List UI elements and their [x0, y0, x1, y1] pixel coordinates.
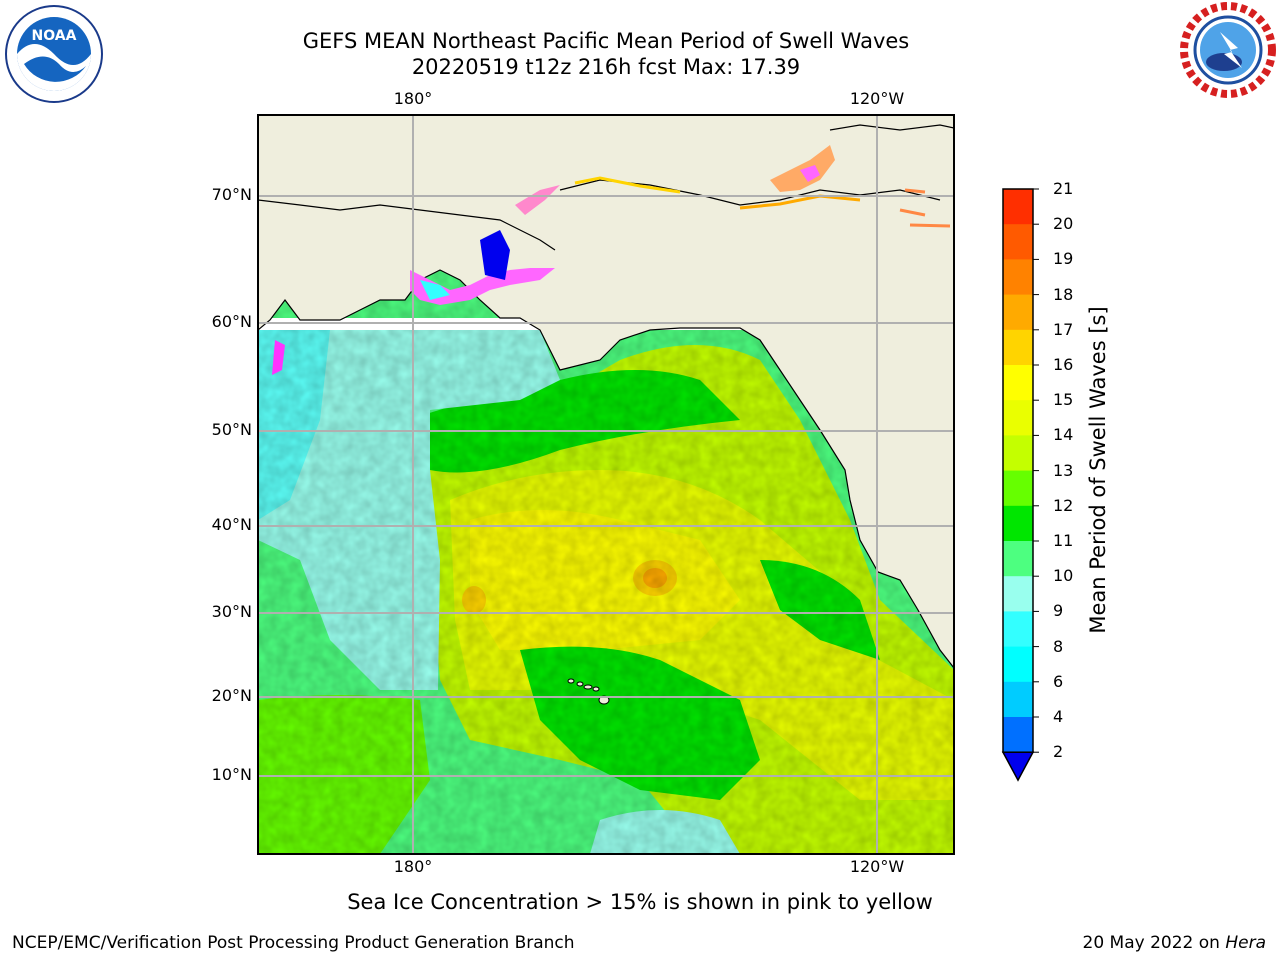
- swell-period-field: [258, 115, 954, 854]
- colorbar-extend-arrow: [1001, 751, 1035, 782]
- chart-title: GEFS MEAN Northeast Pacific Mean Period …: [302, 29, 910, 53]
- colorbar-tick-label: 8: [1053, 636, 1064, 656]
- footer-date-text: 20 May 2022 on: [1082, 933, 1226, 953]
- sea-ice-footnote: Sea Ice Concentration > 15% is shown in …: [347, 890, 933, 914]
- colorbar-segment: [1003, 611, 1033, 648]
- colorbar-segment: [1003, 365, 1033, 401]
- colorbar-tick-label: 19: [1053, 249, 1074, 269]
- colorbar-segment: [1003, 329, 1033, 366]
- colorbar-segment: [1003, 541, 1033, 577]
- colorbar-segment: [1003, 189, 1033, 225]
- colorbar-tick-label: 4: [1053, 707, 1064, 726]
- colorbar-segment: [1003, 224, 1033, 260]
- colorbar-segment: [1003, 717, 1033, 753]
- colorbar-segment: [1003, 470, 1033, 507]
- colorbar-tick-label: 16: [1053, 355, 1074, 374]
- land-mass-north-america: [258, 115, 954, 669]
- colorbar-segment: [1003, 294, 1033, 331]
- footer-date: 20 May 2022 on Hera: [1083, 933, 1267, 953]
- lon-label-bottom-180: 180°: [393, 857, 433, 876]
- colorbar-tick-label: 2: [1053, 742, 1064, 762]
- colorbar-segment: [1003, 576, 1033, 612]
- map-frame: [257, 114, 955, 855]
- colorbar-segment: [1003, 681, 1033, 718]
- lat-label-10n: 10°N: [211, 765, 252, 784]
- lat-label-20n: 20°N: [211, 686, 252, 705]
- lat-label-50n: 50°N: [211, 420, 252, 439]
- colorbar-segment: [1003, 259, 1033, 296]
- colorbar: [1001, 188, 1039, 782]
- colorbar-tick-label: 15: [1053, 390, 1074, 410]
- colorbar-tick-label: 18: [1053, 284, 1074, 304]
- colorbar-tick-label: 10: [1053, 566, 1074, 586]
- colorbar-segment: [1003, 505, 1033, 542]
- graticule: [258, 115, 954, 854]
- colorbar-tick-label: 13: [1053, 460, 1074, 480]
- lat-label-70n: 70°N: [211, 185, 252, 204]
- footer-host: Hera: [1225, 933, 1266, 953]
- colorbar-segment: [1003, 435, 1033, 472]
- lon-label-top-120w: 120°W: [849, 89, 905, 108]
- colorbar-tick-label: 12: [1053, 495, 1074, 515]
- noaa-logo: NOAA: [5, 5, 103, 103]
- colorbar-tick-label: 14: [1053, 425, 1074, 445]
- noaa-logo-text: NOAA: [32, 28, 77, 44]
- colorbar-tick-label: 21: [1053, 179, 1074, 198]
- colorbar-label: Mean Period of Swell Waves [s]: [1086, 306, 1110, 634]
- colorbar-tick-label: 6: [1053, 671, 1064, 691]
- colorbar-tick-label: 17: [1053, 319, 1074, 339]
- lon-label-top-180: 180°: [393, 89, 433, 108]
- lat-label-30n: 30°N: [211, 602, 252, 621]
- colorbar-segment: [1003, 400, 1033, 436]
- lat-label-60n: 60°N: [211, 312, 252, 331]
- colorbar-tick-label: 20: [1053, 214, 1074, 234]
- colorbar-segment: [1003, 646, 1033, 683]
- lon-label-bottom-120w: 120°W: [849, 857, 905, 876]
- lat-label-40n: 40°N: [211, 515, 252, 534]
- colorbar-tick-label: 11: [1053, 531, 1074, 550]
- colorbar-tick-label: 9: [1053, 601, 1064, 621]
- footer-credit: NCEP/EMC/Verification Post Processing Pr…: [12, 933, 575, 953]
- chart-subtitle: 20220519 t12z 216h fcst Max: 17.39: [411, 55, 801, 79]
- national-weather-service-logo: [1180, 2, 1276, 98]
